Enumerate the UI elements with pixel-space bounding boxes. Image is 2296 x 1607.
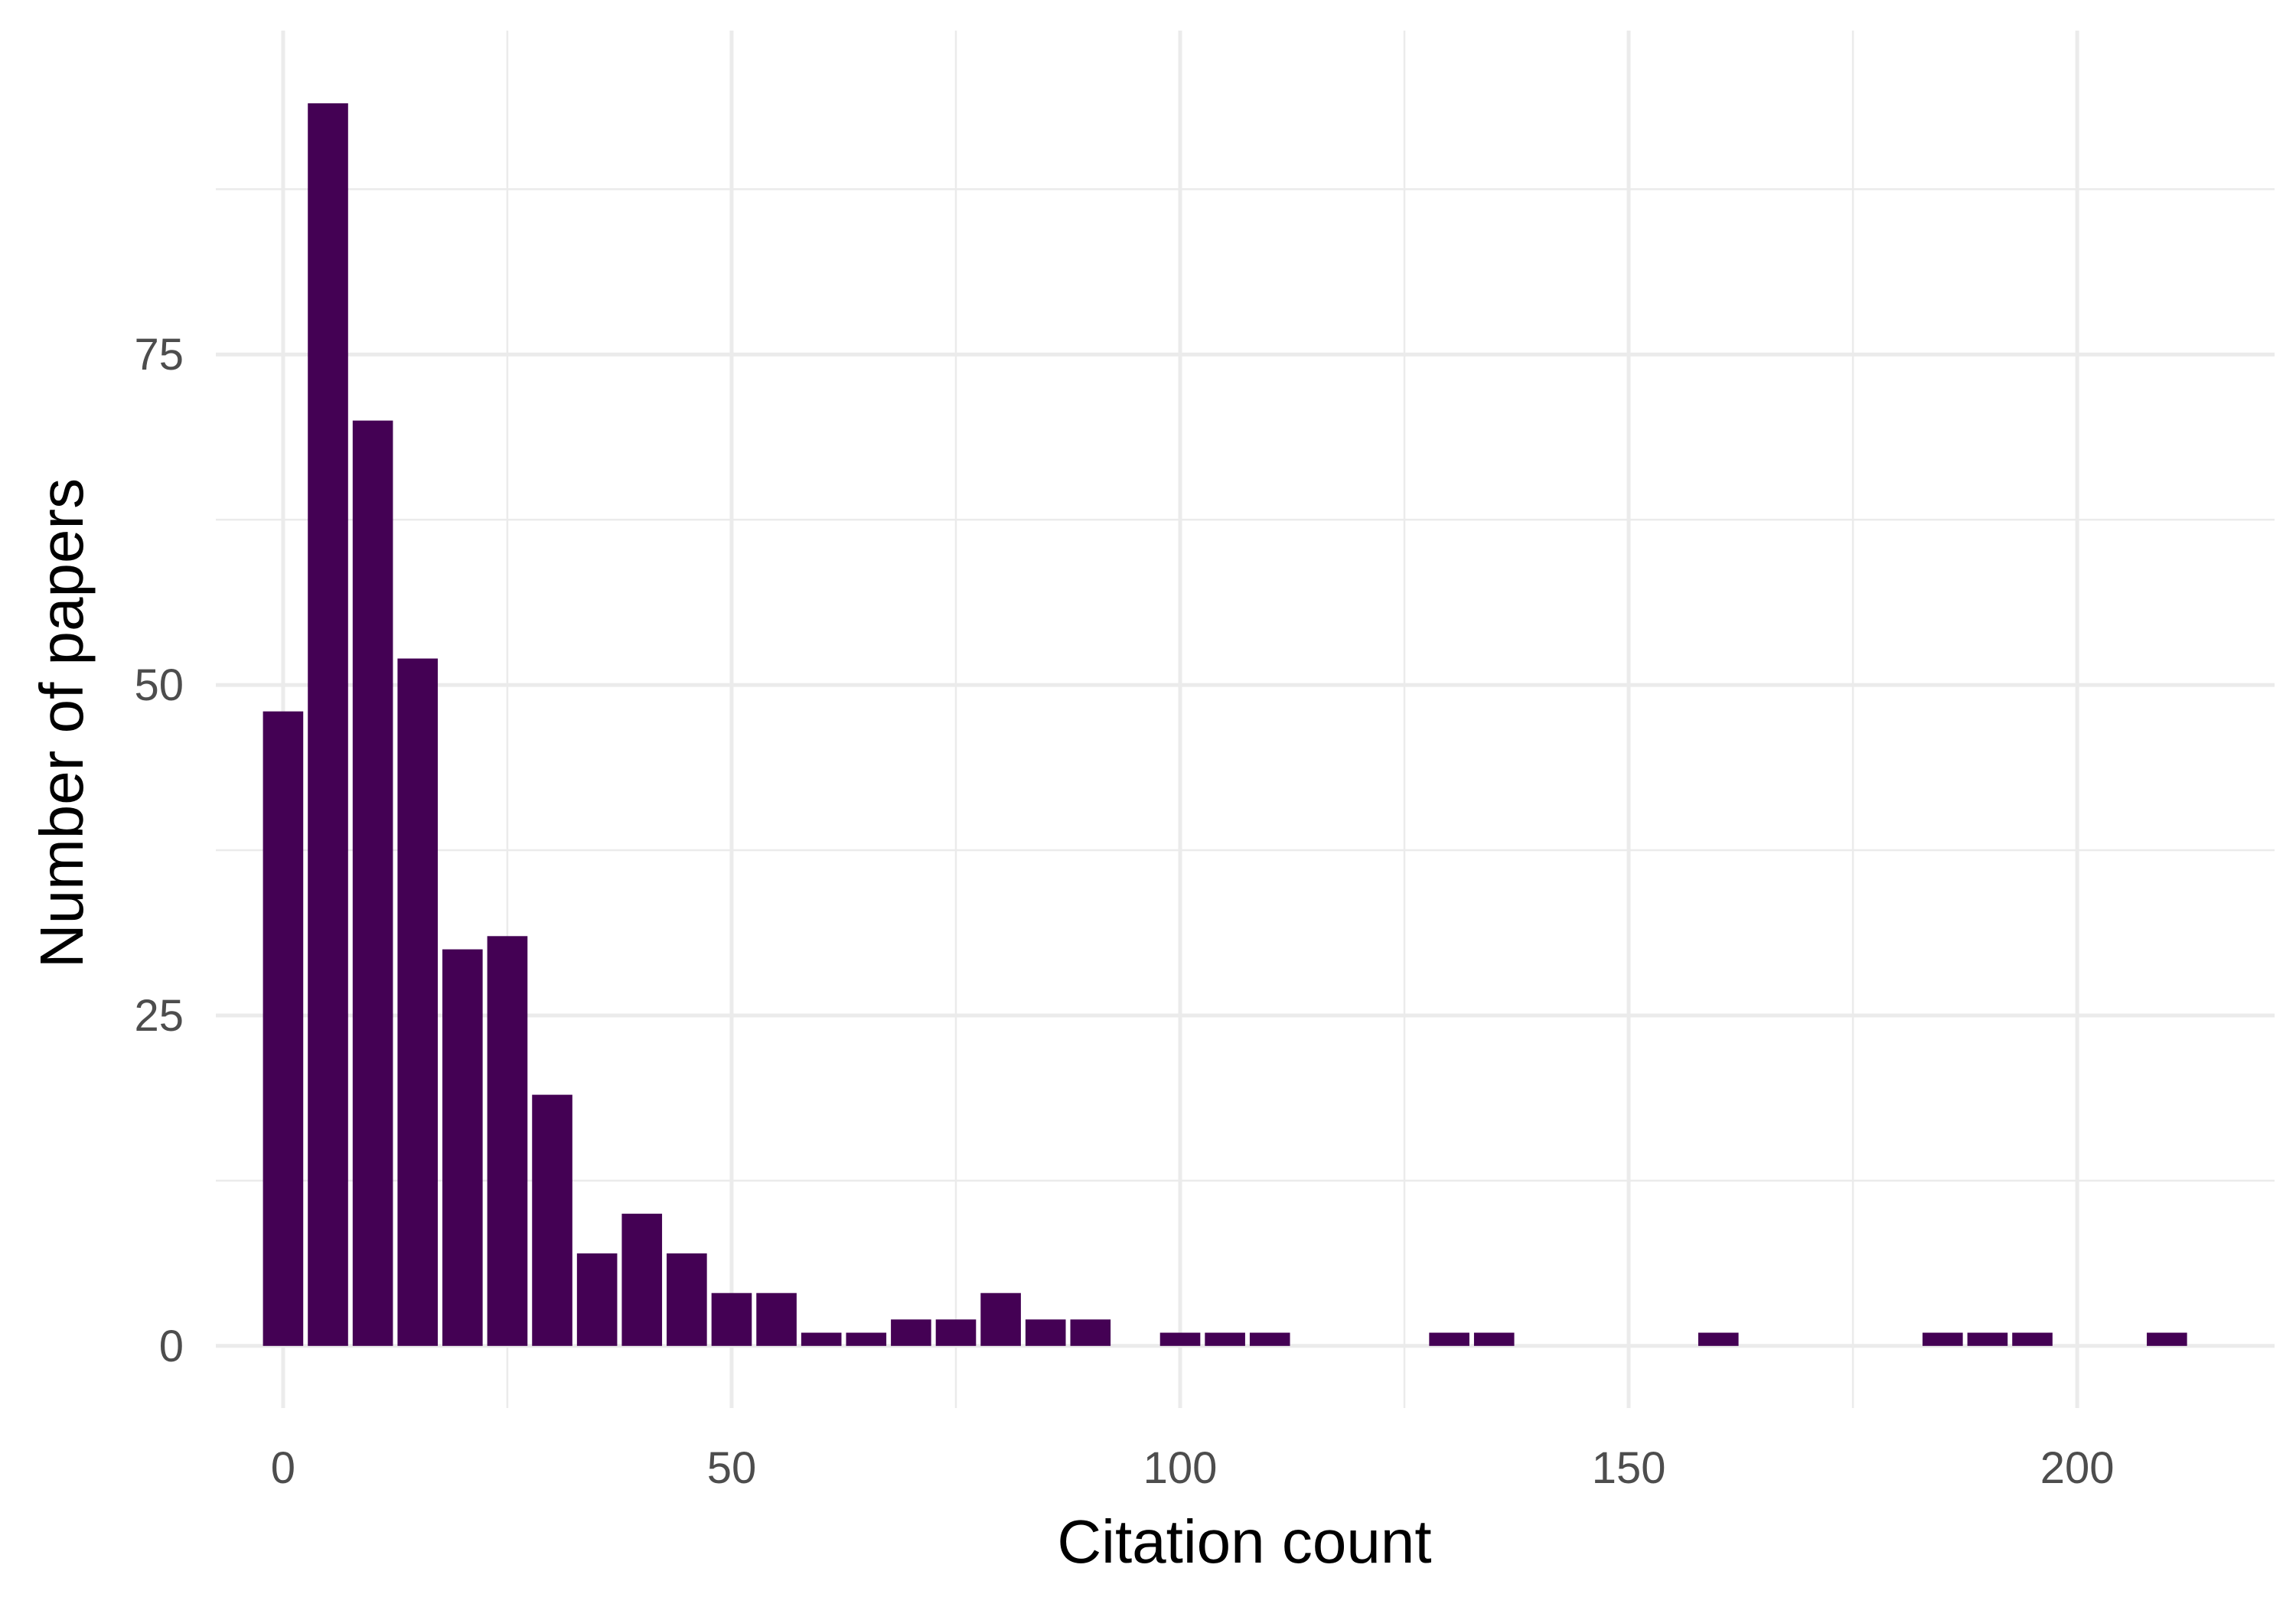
y-tick-label: 75: [134, 330, 184, 380]
y-tick-label: 50: [134, 660, 184, 710]
histogram-bar: [576, 1253, 618, 1346]
x-tick-label: 0: [271, 1443, 295, 1493]
y-tick-label: 25: [134, 991, 184, 1041]
histogram-bar: [487, 936, 528, 1346]
histogram-bar: [1205, 1332, 1245, 1346]
bars: [263, 103, 2187, 1346]
histogram-bar: [1025, 1319, 1066, 1346]
histogram-bar: [2147, 1332, 2187, 1346]
histogram-bar: [442, 949, 483, 1346]
x-axis-ticks: 0 50 100 150 200: [271, 1443, 2115, 1493]
histogram-bar: [263, 711, 304, 1346]
histogram-bar: [2012, 1332, 2053, 1346]
histogram-bar: [935, 1319, 977, 1346]
histogram-bar: [801, 1332, 842, 1346]
histogram-bar: [711, 1292, 752, 1346]
x-axis-title: Citation count: [1057, 1508, 1431, 1576]
x-tick-label: 200: [2040, 1443, 2115, 1493]
histogram-bar: [1159, 1332, 1201, 1346]
histogram-bar: [891, 1319, 931, 1346]
histogram-bar: [1698, 1332, 1739, 1346]
x-tick-label: 100: [1143, 1443, 1218, 1493]
x-tick-label: 150: [1592, 1443, 1666, 1493]
histogram-bar: [352, 420, 393, 1346]
histogram-bar: [756, 1292, 797, 1346]
histogram-bar: [980, 1292, 1021, 1346]
histogram-bar: [1923, 1332, 1963, 1346]
x-tick-label: 50: [707, 1443, 757, 1493]
histogram-bar: [1070, 1319, 1111, 1346]
histogram-bar: [667, 1253, 707, 1346]
histogram-bar: [532, 1094, 572, 1346]
histogram-bar: [308, 103, 348, 1346]
histogram-bar: [1249, 1332, 1290, 1346]
histogram-bar: [397, 658, 439, 1346]
histogram-bar: [1473, 1332, 1515, 1346]
y-axis-title: Number of papers: [28, 478, 96, 968]
y-axis-ticks: 0 25 50 75: [134, 330, 184, 1371]
histogram-bar: [846, 1332, 887, 1346]
histogram-bar: [1967, 1332, 2008, 1346]
histogram-bar: [1429, 1332, 1469, 1346]
histogram-bar: [621, 1214, 663, 1346]
y-tick-label: 0: [159, 1322, 184, 1371]
